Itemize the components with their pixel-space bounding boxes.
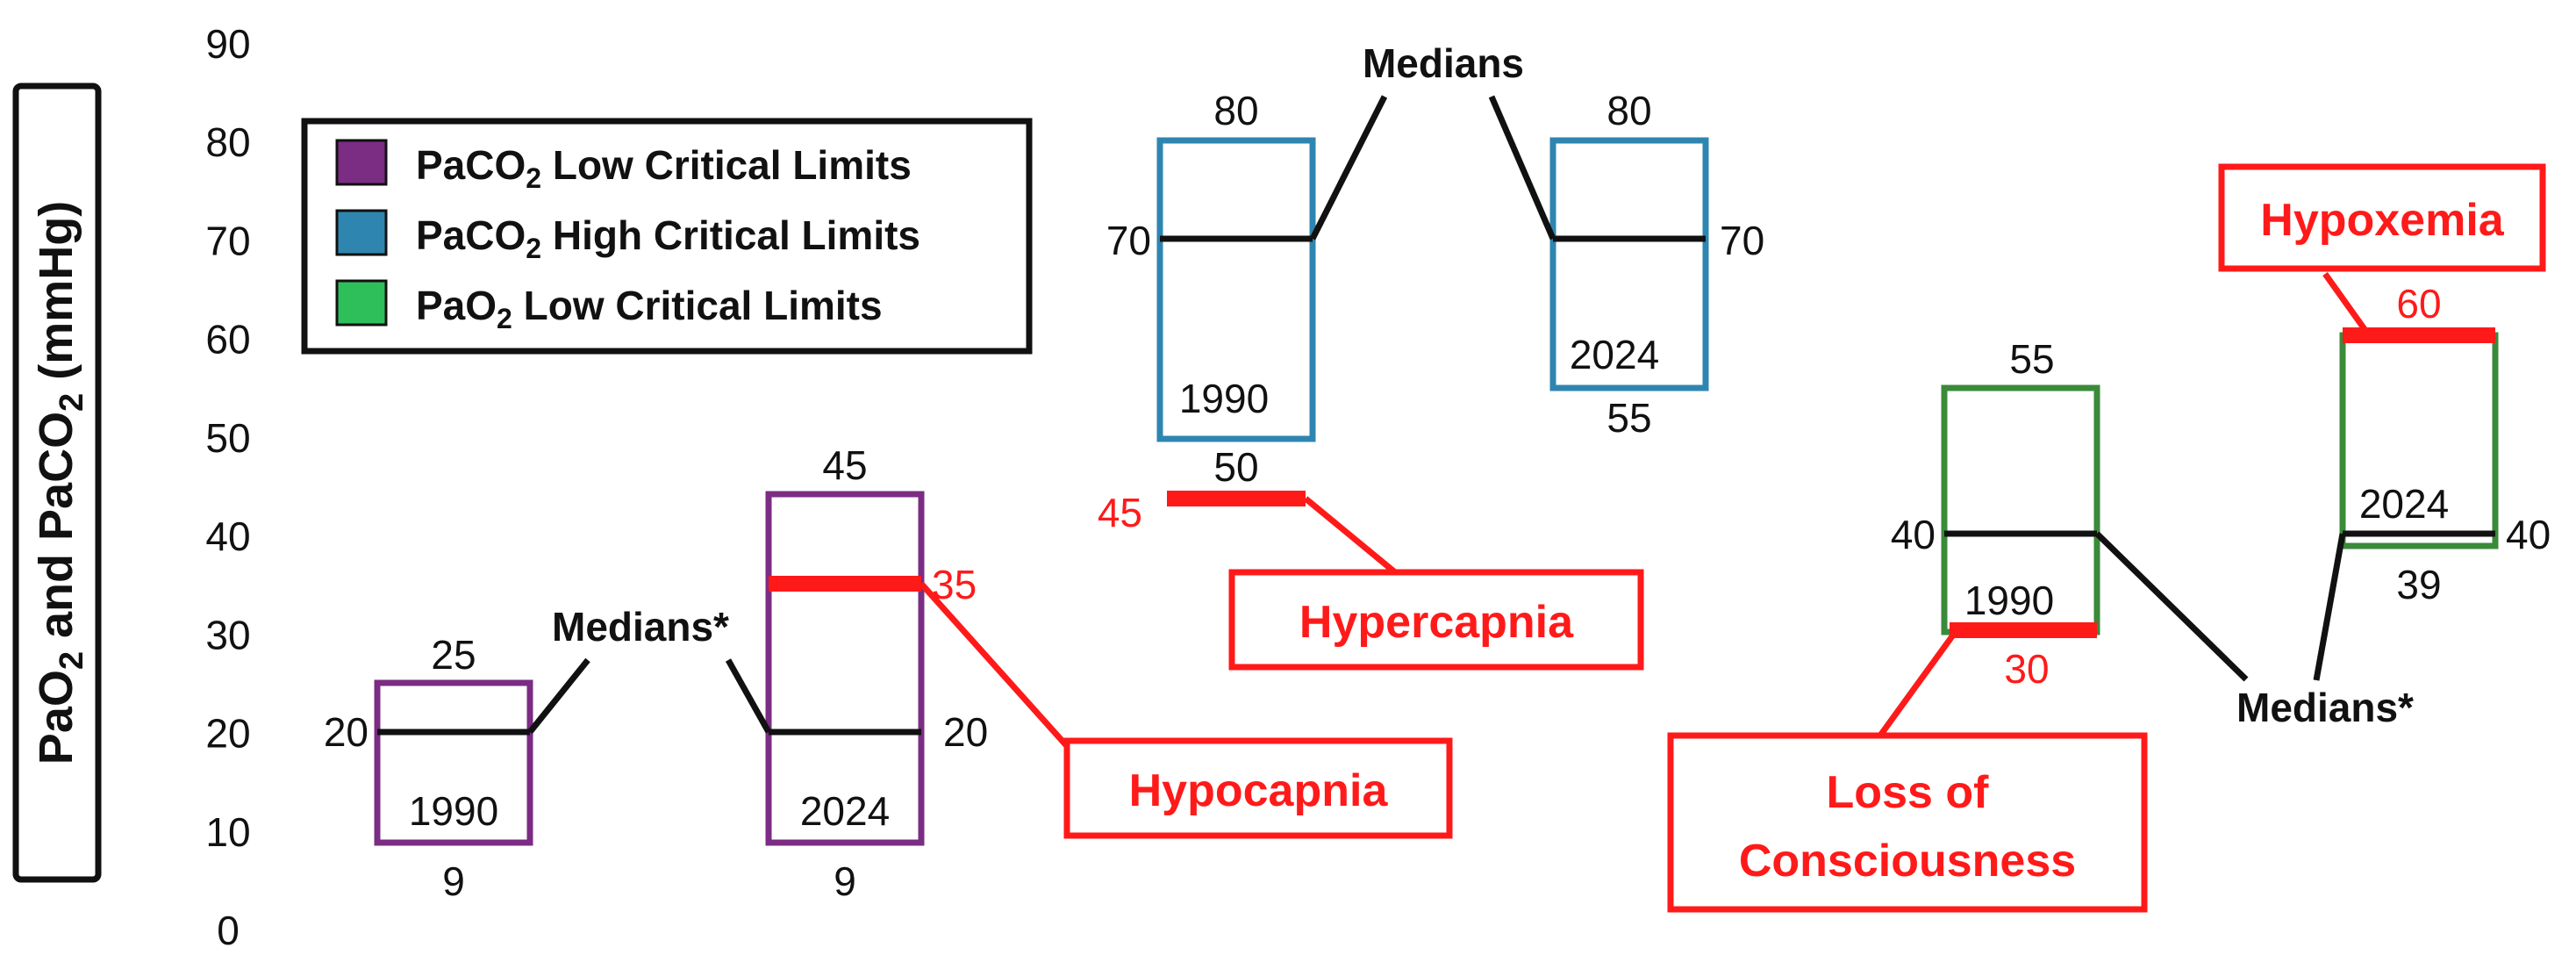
y-tick-label: 50 xyxy=(205,415,250,461)
y-tick-label: 70 xyxy=(205,218,250,263)
low-label: 55 xyxy=(1606,395,1651,441)
threshold-label: 45 xyxy=(1098,490,1142,535)
year-label: 2024 xyxy=(1570,332,1659,377)
low-label: 9 xyxy=(834,858,856,904)
y-tick-label: 0 xyxy=(217,908,240,953)
y-tick-label: 20 xyxy=(205,711,250,757)
medians-annotations: Medians* Medians Medians* xyxy=(527,40,2414,735)
low-label: 50 xyxy=(1213,444,1258,490)
threshold-label: 30 xyxy=(2004,646,2049,692)
median-label: 40 xyxy=(1891,512,1936,557)
loss-of-consciousness-callout: Loss of Consciousness xyxy=(1667,628,2148,913)
svg-text:Hypoxemia: Hypoxemia xyxy=(2260,195,2505,246)
median-label: 20 xyxy=(324,709,369,755)
y-tick-label: 30 xyxy=(205,612,250,657)
high-label: 45 xyxy=(822,442,867,488)
high-label: 80 xyxy=(1213,88,1258,133)
box-rect xyxy=(765,491,925,846)
legend-label-pao2-low: PaO2 Low Critical Limits xyxy=(416,283,883,334)
box-paco2-high-2024: 80 70 2024 55 xyxy=(1549,88,1764,441)
y-tick-label: 80 xyxy=(205,119,250,165)
median-label: 40 xyxy=(2506,512,2551,557)
high-label: 25 xyxy=(431,632,476,678)
box-rect xyxy=(1549,137,1709,391)
median-label: 20 xyxy=(943,709,988,755)
ylabel-part: (mmHg) xyxy=(30,201,82,393)
y-tick-label: 60 xyxy=(205,317,250,363)
median-label: 70 xyxy=(1106,218,1151,263)
year-label: 1990 xyxy=(1179,376,1269,421)
box-paco2-high-1990: 80 70 1990 50 45 xyxy=(1098,88,1316,535)
y-axis-ticks: 0 10 20 30 40 50 60 70 80 90 xyxy=(205,21,250,953)
svg-text:PaO2 and PaCO2 (mmHg): PaO2 and PaCO2 (mmHg) xyxy=(30,201,90,765)
low-label: 39 xyxy=(2396,562,2441,607)
medians-top-label: Medians xyxy=(1363,40,1524,86)
year-label: 2024 xyxy=(800,788,890,834)
low-label: 9 xyxy=(442,858,465,904)
box-rect xyxy=(374,679,533,846)
legend-label-paco2-low: PaCO2 Low Critical Limits xyxy=(416,142,912,194)
high-label: 80 xyxy=(1606,88,1651,133)
box-rect xyxy=(1156,137,1316,442)
ylabel-sub: 2 xyxy=(54,393,90,412)
legend-swatch-blue xyxy=(335,209,388,256)
year-label: 2024 xyxy=(2359,481,2449,527)
box-pao2-low-1990: 55 40 1990 30 xyxy=(1891,336,2100,692)
high-label: 55 xyxy=(2009,336,2054,382)
legend-swatch-purple xyxy=(335,139,388,186)
year-label: 1990 xyxy=(409,788,498,834)
box-paco2-low-1990: 25 20 9 1990 xyxy=(324,632,533,904)
threshold-label: 60 xyxy=(2396,281,2441,327)
year-label: 1990 xyxy=(1964,578,2054,623)
y-tick-label: 10 xyxy=(205,809,250,855)
y-axis-label: PaO2 and PaCO2 (mmHg) xyxy=(12,83,102,883)
hypoxemia-callout: Hypoxemia xyxy=(2218,163,2546,338)
ylabel-part: and PaCO xyxy=(30,412,82,651)
box-pao2-low-2024: 60 2024 40 39 xyxy=(2339,281,2551,607)
y-tick-label: 40 xyxy=(205,513,250,559)
svg-text:Hypercapnia: Hypercapnia xyxy=(1299,597,1574,648)
medians-right-label: Medians* xyxy=(2236,685,2414,730)
legend: PaCO2 Low Critical Limits PaCO2 High Cri… xyxy=(301,118,1033,355)
box-paco2-low-2024: 45 35 20 9 2024 xyxy=(765,442,988,904)
svg-text:Consciousness: Consciousness xyxy=(1739,836,2076,887)
ylabel-sub: 2 xyxy=(54,651,90,670)
ylabel-part: PaO xyxy=(30,670,82,765)
svg-text:Loss of: Loss of xyxy=(1827,767,1990,818)
medians-left-label: Medians* xyxy=(552,604,729,650)
hypocapnia-callout: Hypocapnia xyxy=(919,581,1453,839)
legend-label-paco2-high: PaCO2 High Critical Limits xyxy=(416,212,920,264)
median-label: 70 xyxy=(1720,218,1764,263)
legend-swatch-green xyxy=(335,279,388,327)
hypercapnia-callout: Hypercapnia xyxy=(1228,496,1644,671)
y-tick-label: 90 xyxy=(205,21,250,67)
svg-text:Hypocapnia: Hypocapnia xyxy=(1129,765,1389,816)
